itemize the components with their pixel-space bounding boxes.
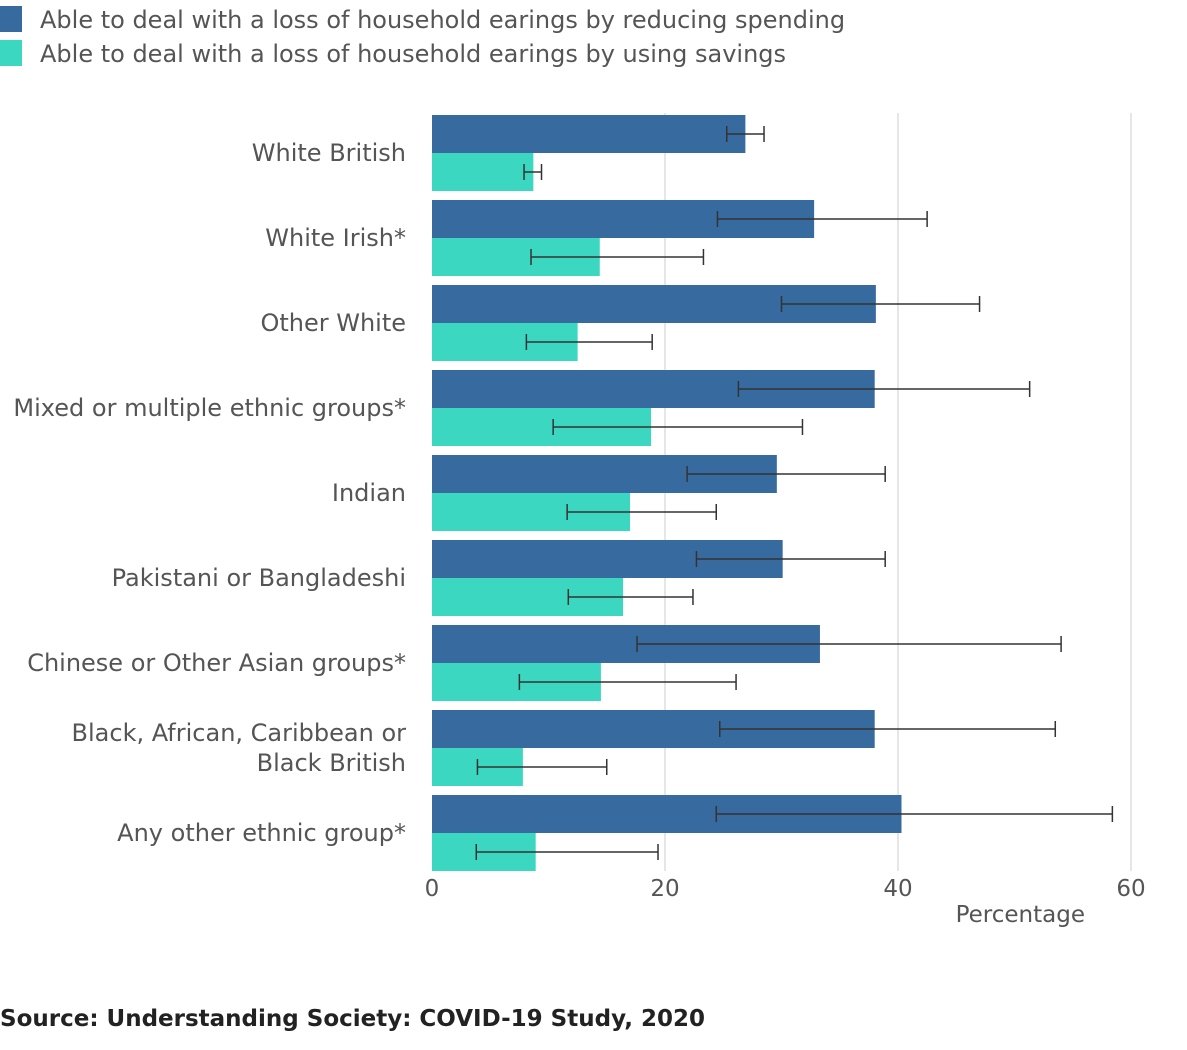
category-label-4: Indian <box>332 479 406 507</box>
category-label-line: Other White <box>260 309 406 337</box>
x-tick-label-3: 60 <box>1116 876 1145 902</box>
bar-chart: White British White Irish* Other White Mixe… <box>13 113 1146 928</box>
legend-swatch-spending <box>0 6 22 32</box>
legend-label-spending: Able to deal with a loss of household ea… <box>40 6 846 34</box>
category-label-line: Indian <box>332 479 406 507</box>
category-label-1: White Irish* <box>265 224 406 252</box>
category-label-line: Black British <box>257 749 406 777</box>
category-label-6: Chinese or Other Asian groups* <box>27 649 406 677</box>
x-tick-label-0: 0 <box>425 876 440 902</box>
category-label-2: Other White <box>260 309 406 337</box>
source-note: Source: Understanding Society: COVID-19 … <box>0 1006 706 1032</box>
category-label-line: Black, African, Caribbean or <box>72 719 407 747</box>
category-label-line: White British <box>252 139 406 167</box>
x-tick-label-2: 40 <box>883 876 912 902</box>
category-label-line: White Irish* <box>265 224 406 252</box>
bar-s1-c0 <box>432 153 534 191</box>
x-tick-label-1: 20 <box>650 876 679 902</box>
category-label-line: Pakistani or Bangladeshi <box>112 564 406 592</box>
category-label-line: Chinese or Other Asian groups* <box>27 649 406 677</box>
category-label-5: Pakistani or Bangladeshi <box>112 564 406 592</box>
category-label-0: White British <box>252 139 406 167</box>
legend-label-savings: Able to deal with a loss of household ea… <box>40 40 787 68</box>
x-axis-title: Percentage <box>956 902 1085 928</box>
category-label-3: Mixed or multiple ethnic groups* <box>13 394 406 422</box>
legend-swatch-savings <box>0 40 22 66</box>
category-label-line: Mixed or multiple ethnic groups* <box>13 394 406 422</box>
category-label-7: Black, African, Caribbean or Black Britis… <box>72 719 407 777</box>
category-label-8: Any other ethnic group* <box>117 819 406 847</box>
bar-s0-c0 <box>432 115 746 153</box>
category-label-line: Any other ethnic group* <box>117 819 406 847</box>
